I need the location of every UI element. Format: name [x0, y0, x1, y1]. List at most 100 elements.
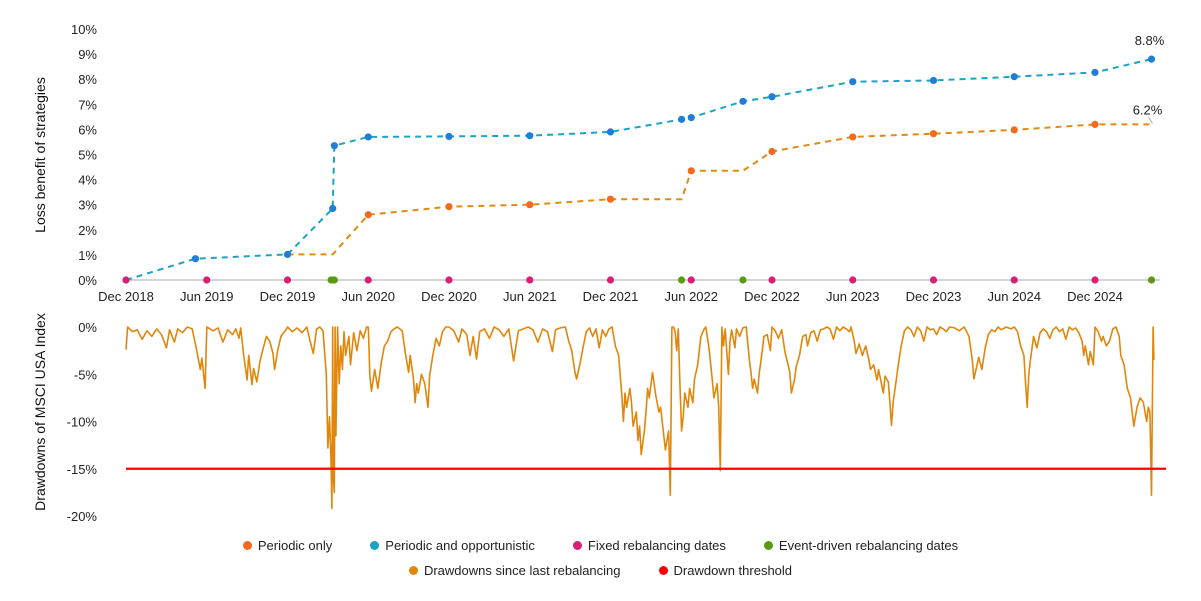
periodic-only-point: [929, 130, 938, 138]
x-tick-label: Dec 2019: [260, 289, 316, 304]
legend-label: Event-driven rebalancing dates: [778, 538, 959, 553]
x-tick-label: Dec 2022: [744, 289, 800, 304]
drawdown-chart: Drawdowns of MSCI USA Index 0% -5% -10% -15…: [32, 313, 1167, 524]
y-tick-label: -10%: [67, 415, 98, 430]
x-tick-label: Jun 2024: [988, 289, 1042, 304]
legend-periodic-only: Periodic only: [242, 538, 333, 553]
y-tick-label: -5%: [74, 367, 98, 382]
loss-benefit-y-ticks: 0% 1% 2% 3% 4% 5% 6% 7% 8% 9% 10%: [71, 22, 97, 288]
y-tick-label: 0%: [78, 273, 97, 288]
y-tick-label: 9%: [78, 47, 97, 62]
periodic-opportunistic-point: [687, 114, 695, 122]
drawdown-line: [125, 326, 1155, 510]
periodic-only-point: [364, 211, 372, 219]
legend-label: Periodic only: [257, 538, 333, 553]
loss-benefit-y-axis-title: Loss benefit of strategies: [32, 77, 48, 233]
periodic-opportunistic-point: [1147, 55, 1156, 63]
end-label-periodic-opportunistic: 8.8%: [1135, 33, 1165, 48]
fixed-rebalancing-marker: [203, 276, 211, 284]
periodic-only-point: [606, 195, 615, 203]
x-tick-label: Jun 2021: [503, 289, 557, 304]
drawdown-y-axis-title: Drawdowns of MSCI USA Index: [32, 313, 48, 511]
legend-dot-icon: [408, 566, 418, 575]
periodic-only-point: [526, 201, 534, 209]
periodic-opportunistic-point: [364, 133, 372, 141]
legend-label: Fixed rebalancing dates: [587, 538, 726, 553]
legend-dot-icon: [572, 541, 582, 550]
periodic-only-point: [687, 167, 695, 175]
event-driven-marker: [330, 276, 338, 284]
legend-periodic-opportunistic: Periodic and opportunistic: [370, 538, 535, 553]
end-label-leader: [1148, 117, 1153, 124]
x-tick-label: Dec 2018: [98, 289, 154, 304]
legend-label: Periodic and opportunistic: [385, 538, 535, 553]
fixed-rebalancing-marker: [445, 276, 453, 284]
periodic-opportunistic-point: [677, 115, 686, 123]
y-tick-label: 0%: [78, 320, 97, 335]
loss-benefit-chart: Loss benefit of strategies 0% 1% 2% 3% 4% 5% 6…: [32, 22, 1165, 304]
periodic-opportunistic-point: [445, 132, 453, 141]
periodic-opportunistic-point: [1010, 73, 1018, 81]
fixed-rebalancing-marker: [1091, 276, 1099, 284]
fixed-rebalancing-marker: [768, 276, 776, 284]
legend-dot-icon: [242, 541, 252, 550]
x-tick-label: Jun 2023: [826, 289, 880, 304]
legend-dot-icon: [658, 566, 668, 575]
periodic-only-point: [768, 147, 776, 156]
end-label-periodic-only: 6.2%: [1133, 102, 1163, 117]
loss-benefit-markers: [191, 55, 1156, 263]
legend-label: Drawdown threshold: [673, 563, 793, 578]
x-tick-label: Dec 2024: [1067, 289, 1123, 304]
periodic-only-line: [287, 123, 1152, 256]
periodic-only-point: [1091, 120, 1099, 128]
periodic-opportunistic-point: [768, 93, 776, 101]
legend-row-1: Periodic only Periodic and opportunistic…: [0, 538, 1201, 553]
fixed-rebalancing-marker: [364, 276, 372, 284]
y-tick-label: -20%: [67, 509, 98, 524]
drawdown-y-ticks: 0% -5% -10% -15% -20%: [67, 320, 98, 524]
periodic-opportunistic-point: [191, 255, 200, 263]
y-tick-label: 3%: [78, 198, 97, 213]
periodic-opportunistic-point: [330, 142, 338, 150]
drawdown-series: [125, 326, 1167, 510]
loss-benefit-series: [125, 58, 1152, 281]
fixed-rebalancing-marker: [122, 276, 130, 284]
periodic-only-point: [849, 133, 857, 141]
event-driven-marker: [739, 276, 747, 284]
periodic-opportunistic-point: [1091, 68, 1099, 77]
event-driven-marker: [1147, 276, 1156, 284]
periodic-opportunistic-point: [606, 128, 615, 136]
fixed-rebalancing-marker: [849, 276, 857, 284]
periodic-only-point: [1010, 126, 1018, 134]
loss-benefit-x-ticks: Dec 2018 Jun 2019 Dec 2019 Jun 2020 Dec 2020…: [98, 289, 1123, 304]
legend-drawdown-threshold: Drawdown threshold: [658, 563, 793, 578]
fixed-rebalancing-marker: [283, 276, 292, 284]
event-driven-marker: [677, 276, 686, 284]
x-tick-label: Dec 2021: [583, 289, 639, 304]
fixed-rebalancing-marker: [929, 276, 938, 284]
legend-row-2: Drawdowns since last rebalancing Drawdow…: [0, 563, 1201, 578]
fixed-rebalancing-marker: [606, 276, 615, 284]
y-tick-label: 10%: [71, 22, 97, 37]
fixed-rebalancing-marker: [1010, 276, 1018, 284]
legend-drawdowns: Drawdowns since last rebalancing: [408, 563, 621, 578]
y-tick-label: 4%: [78, 173, 97, 188]
legend-dot-icon: [763, 541, 773, 550]
legend-label: Drawdowns since last rebalancing: [423, 563, 621, 578]
fixed-rebalancing-marker: [526, 276, 534, 284]
y-tick-label: 5%: [78, 148, 97, 163]
periodic-opportunistic-point: [329, 204, 337, 213]
fixed-rebalancing-marker: [687, 276, 695, 284]
y-tick-label: 7%: [78, 97, 97, 112]
periodic-opportunistic-point: [283, 250, 292, 258]
x-tick-label: Jun 2022: [665, 289, 719, 304]
x-tick-label: Dec 2023: [906, 289, 962, 304]
rebalancing-date-markers: [122, 276, 1156, 284]
x-tick-label: Jun 2020: [342, 289, 396, 304]
legend-event-driven: Event-driven rebalancing dates: [763, 538, 959, 553]
y-tick-label: 6%: [78, 122, 97, 137]
periodic-opportunistic-point: [929, 76, 938, 85]
y-tick-label: 2%: [78, 223, 97, 238]
